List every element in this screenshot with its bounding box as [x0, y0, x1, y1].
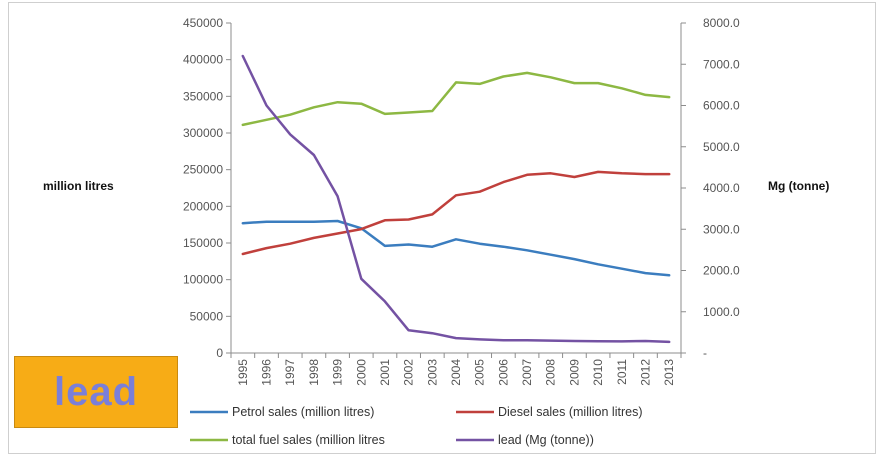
x-tick-label: 2013 — [662, 359, 676, 386]
x-tick-label: 2012 — [638, 359, 652, 386]
y-tick-label-left: 300000 — [183, 126, 223, 140]
series-line-3 — [241, 71, 671, 127]
x-tick-label: 2000 — [354, 359, 368, 386]
x-tick-label: 2008 — [544, 359, 558, 386]
y-tick-label-left: 450000 — [183, 16, 223, 30]
y-tick-label-left: 100000 — [183, 273, 223, 287]
chart-series-layer — [241, 54, 671, 344]
legend-label: Diesel sales (million litres) — [498, 405, 642, 419]
y-tick-label-left: 400000 — [183, 53, 223, 67]
x-tick-label: 2004 — [449, 359, 463, 386]
chart-legend: Petrol sales (million litres) Diesel sale… — [190, 405, 642, 447]
x-tick-label: 1997 — [283, 359, 297, 386]
legend-label: total fuel sales (million litres — [232, 433, 385, 447]
chart-axes: 0 50000 100000 150000 200000 250000 300000 3500… — [183, 16, 740, 386]
legend-label: lead (Mg (tonne)) — [498, 433, 594, 447]
y-tick-label-right: 4000.0 — [703, 181, 740, 195]
y-tick-label-right: - — [703, 346, 707, 360]
x-tick-label: 1998 — [307, 359, 321, 386]
y-tick-label-left: 250000 — [183, 163, 223, 177]
y-tick-label-right: 5000.0 — [703, 140, 740, 154]
x-tick-label: 2010 — [591, 359, 605, 386]
series-line-2 — [241, 170, 671, 256]
y-tick-label-left: 350000 — [183, 89, 223, 103]
y-tick-label-right: 1000.0 — [703, 305, 740, 319]
y-tick-label-left: 50000 — [190, 309, 224, 323]
y-axis-title-left: million litres — [43, 179, 114, 193]
y-tick-label-right: 3000.0 — [703, 222, 740, 236]
lead-badge-label: lead — [53, 369, 139, 414]
y-tick-label-left: 200000 — [183, 199, 223, 213]
x-tick-label: 1999 — [331, 359, 345, 386]
series-line-4 — [241, 54, 671, 344]
x-tick-label: 2007 — [520, 359, 534, 386]
y-tick-label-right: 8000.0 — [703, 16, 740, 30]
lead-badge: lead — [14, 356, 178, 428]
x-tick-label: 1995 — [236, 359, 250, 386]
y-tick-label-left: 150000 — [183, 236, 223, 250]
x-tick-label: 2002 — [402, 359, 416, 386]
y-tick-label-right: 6000.0 — [703, 99, 740, 113]
legend-label: Petrol sales (million litres) — [232, 405, 374, 419]
x-tick-label: 2003 — [425, 359, 439, 386]
x-tick-label: 2001 — [378, 359, 392, 386]
y-tick-label-right: 7000.0 — [703, 57, 740, 71]
x-tick-label: 2005 — [473, 359, 487, 386]
x-tick-label: 1996 — [260, 359, 274, 386]
x-tick-label: 2011 — [615, 359, 629, 385]
x-tick-label: 2006 — [496, 359, 510, 386]
y-tick-label-left: 0 — [216, 346, 223, 360]
y-tick-label-right: 2000.0 — [703, 264, 740, 278]
x-tick-label: 2009 — [567, 359, 581, 386]
y-axis-title-right: Mg (tonne) — [768, 179, 829, 193]
series-line-1 — [241, 219, 671, 277]
